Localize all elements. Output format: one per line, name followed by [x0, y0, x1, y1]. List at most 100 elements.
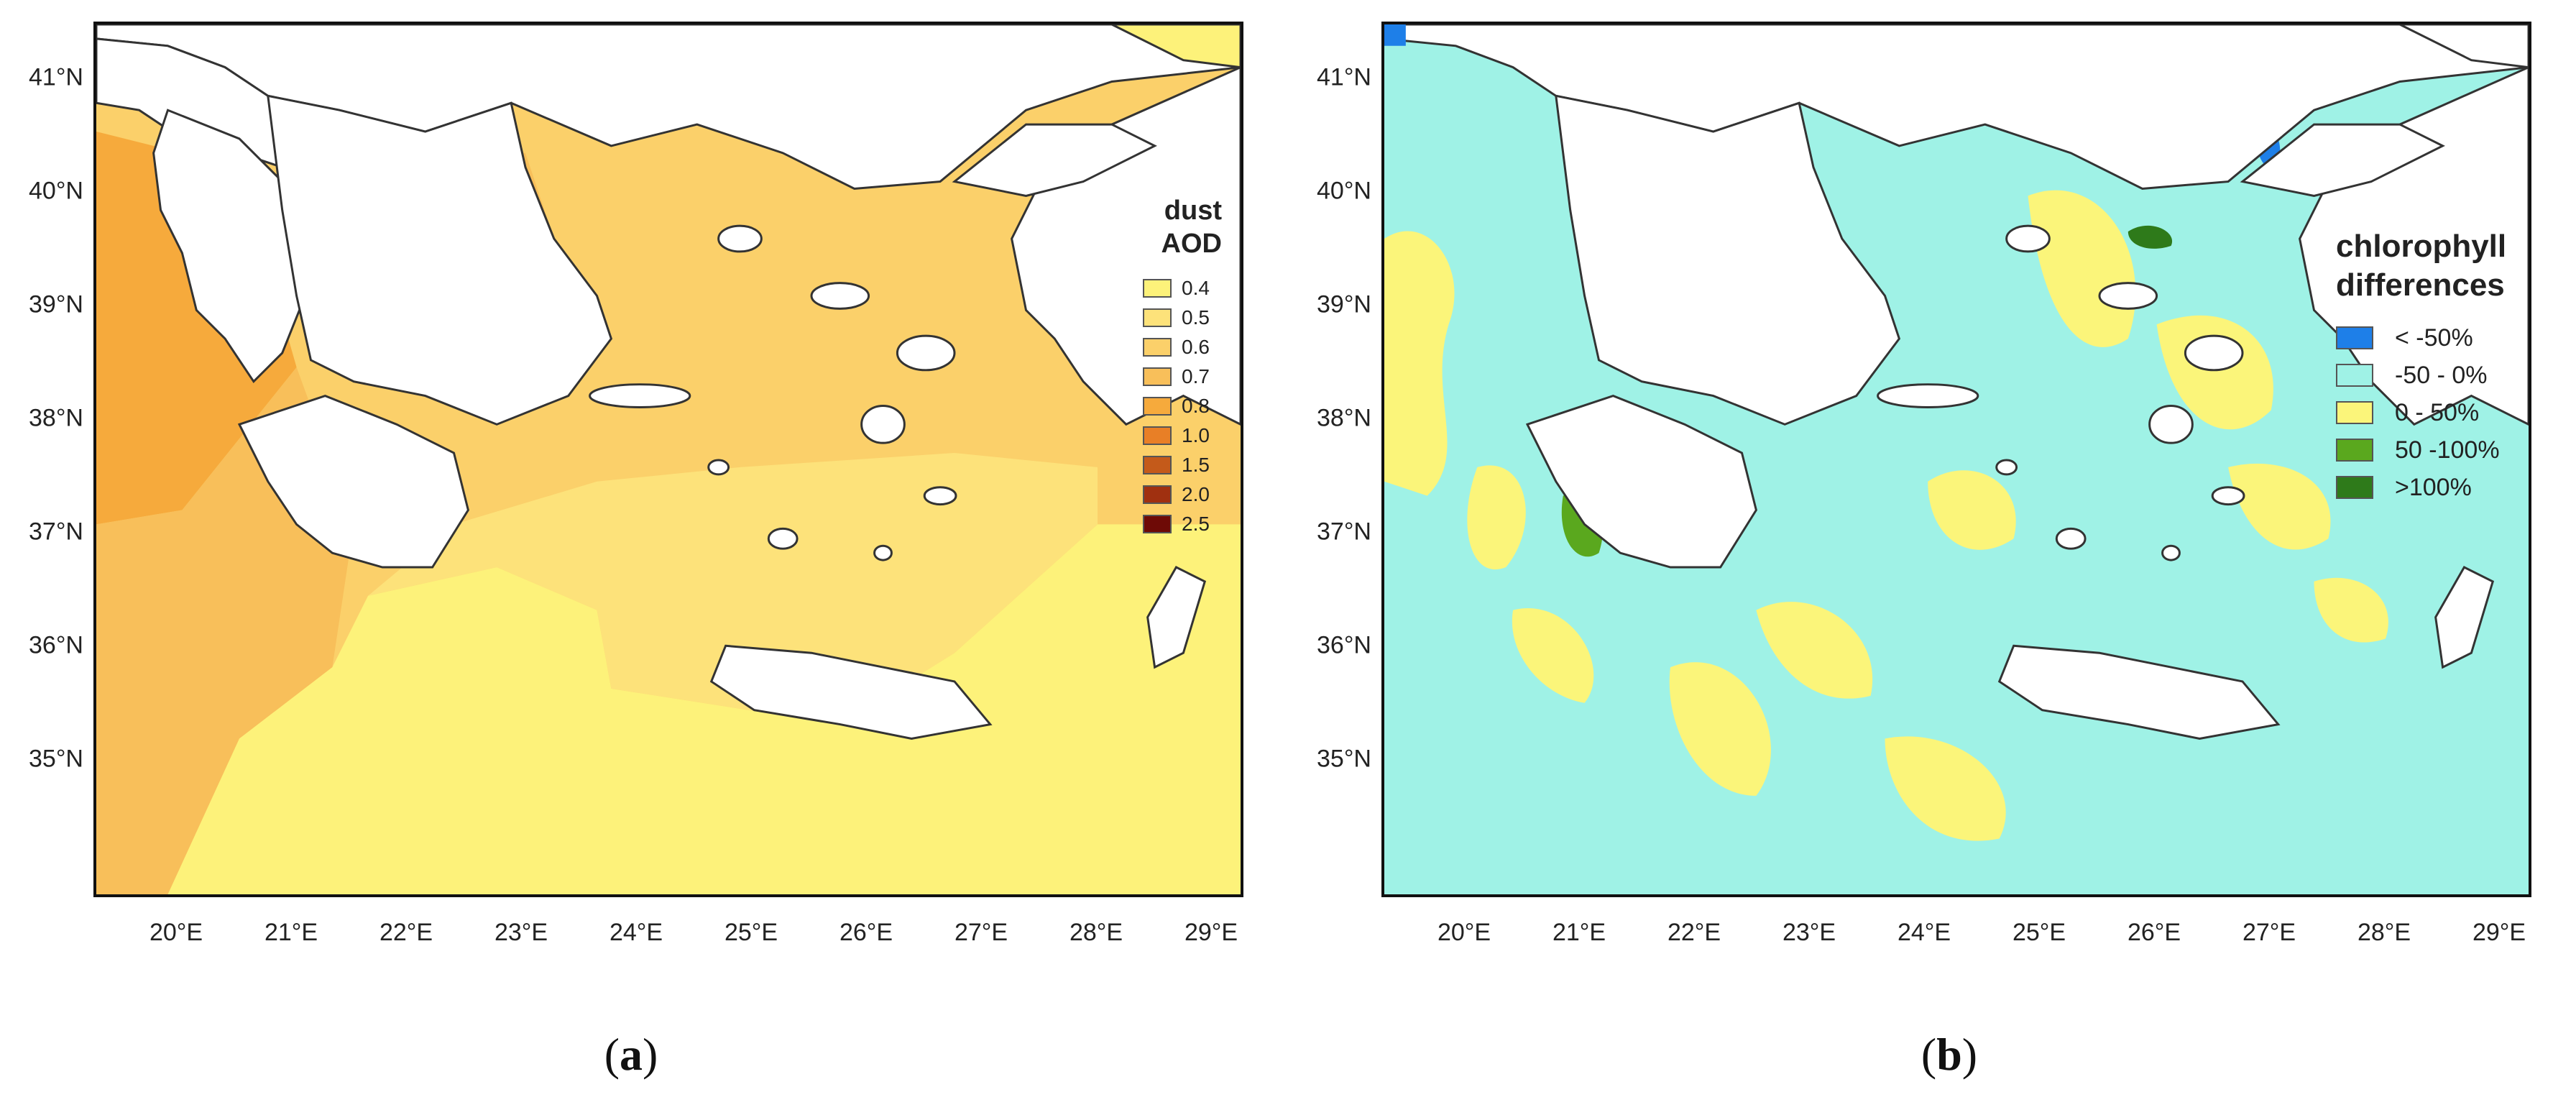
panel-label-b: (b) [1920, 1029, 1978, 1080]
lon-tick-label: 27°E [954, 919, 1008, 946]
lon-tick-label: 28°E [2357, 919, 2411, 946]
aod-legend-item: 0.6 [1143, 332, 1222, 362]
island-kos [2161, 544, 2181, 561]
legend-swatch [1143, 514, 1172, 533]
lon-tick-label: 27°E [2242, 919, 2296, 946]
chl-legend-item: -50 - 0% [2336, 357, 2506, 394]
legend-swatch [1143, 278, 1172, 298]
chl-zone-0-50 [1928, 470, 2016, 550]
legend-swatch [1143, 485, 1172, 504]
island-evia [589, 383, 691, 408]
land-balkans [1384, 24, 2529, 191]
lon-tick-label: 20°E [1437, 919, 1491, 946]
lat-tick-label: 40°N [29, 177, 83, 205]
lon-tick-label: 29°E [2472, 919, 2526, 946]
chlorophyll-legend: chlorophyll differences < -50% -50 - 0% 0 … [2336, 227, 2506, 506]
legend-label: 0.7 [1182, 364, 1210, 387]
island-andros [707, 459, 730, 476]
chl-zone-0-50 [1467, 465, 1526, 570]
chl-zone-0-50 [1512, 608, 1594, 703]
island-kos [873, 544, 893, 561]
legend-swatch [2336, 326, 2373, 349]
lat-tick-label: 41°N [1317, 63, 1371, 91]
lon-tick-label: 23°E [494, 919, 548, 946]
lon-tick-label: 22°E [379, 919, 433, 946]
legend-swatch [1143, 308, 1172, 327]
island-limnos [810, 282, 870, 310]
aod-legend-item: 2.0 [1143, 480, 1222, 509]
island-naxos [2055, 527, 2087, 550]
lat-tick-label: 39°N [29, 290, 83, 318]
land-mainland-greece [267, 94, 613, 426]
legend-swatch [1143, 337, 1172, 357]
legend-title: AOD [1161, 229, 1222, 259]
lon-tick-label: 26°E [2127, 919, 2181, 946]
lon-tick-label: 25°E [724, 919, 778, 946]
aod-legend-item: 0.8 [1143, 391, 1222, 421]
chl-legend-item: >100% [2336, 469, 2506, 506]
lon-tick-label: 28°E [1069, 919, 1123, 946]
legend-label: 0 - 50% [2395, 398, 2480, 426]
land-crete [709, 644, 993, 740]
island-lesvos [896, 334, 956, 372]
dust-aod-map [93, 22, 1243, 897]
lon-tick-label: 21°E [264, 919, 318, 946]
legend-swatch [1143, 396, 1172, 416]
lat-tick-label: 37°N [1317, 518, 1371, 546]
land-peloponnese [1525, 394, 1758, 569]
lat-tick-label: 39°N [1317, 290, 1371, 318]
lon-tick-label: 26°E [839, 919, 893, 946]
island-lesvos [2184, 334, 2244, 372]
island-samos [2211, 486, 2245, 506]
land-rhodes [1146, 566, 1207, 669]
aod-legend-item: 1.0 [1143, 421, 1222, 450]
aod-zone-0.4 [167, 524, 1241, 894]
legend-label: -50 - 0% [2395, 361, 2488, 389]
legend-title: dust [1164, 196, 1222, 226]
island-limnos [2098, 282, 2158, 310]
chl-zone-under-50 [1384, 24, 1406, 46]
legend-title: chlorophyll [2336, 229, 2507, 264]
island-samos [923, 486, 957, 506]
lon-tick-label: 22°E [1667, 919, 1721, 946]
panel-label-a: (a) [604, 1029, 658, 1080]
chl-zone-0-50 [2228, 463, 2331, 550]
aod-legend-item: 0.7 [1143, 362, 1222, 391]
island-andros [1995, 459, 2018, 476]
legend-title: differences [2336, 267, 2505, 303]
chl-legend-item: 0 - 50% [2336, 394, 2506, 431]
chl-legend-item: < -50% [2336, 319, 2506, 357]
lat-tick-label: 41°N [29, 63, 83, 91]
island-thasos [2005, 224, 2051, 253]
land-rhodes [2434, 566, 2495, 669]
aod-legend-item: 0.5 [1143, 303, 1222, 332]
lat-tick-label: 37°N [29, 518, 83, 546]
island-thasos [717, 224, 763, 253]
lat-tick-label: 40°N [1317, 177, 1371, 205]
legend-swatch [2336, 364, 2373, 387]
aod-legend-item: 0.4 [1143, 273, 1222, 303]
chl-zone-0-50 [2156, 315, 2273, 430]
dust-aod-legend: dust AOD 0.4 0.5 0.6 0.7 0.8 1.0 1.5 2.0 2.5 [1143, 194, 1222, 538]
chl-zone-0-50 [1669, 662, 1771, 796]
legend-swatch [1143, 455, 1172, 474]
lat-tick-label: 38°N [1317, 404, 1371, 432]
chl-zone-0-50 [1384, 231, 1455, 496]
legend-label: >100% [2395, 473, 2472, 501]
legend-label: 50 -100% [2395, 436, 2500, 464]
lat-tick-label: 35°N [29, 745, 83, 773]
legend-swatch [1143, 426, 1172, 445]
land-peloponnese [237, 394, 470, 569]
panel-b: 41°N 40°N 39°N 38°N 37°N 36°N 35°N 20°E … [1288, 0, 2576, 1110]
chl-zone-0-50 [2314, 577, 2388, 643]
legend-label: < -50% [2395, 324, 2473, 352]
lat-tick-label: 36°N [29, 631, 83, 659]
legend-label: 0.5 [1182, 306, 1210, 329]
legend-swatch [2336, 476, 2373, 499]
legend-label: 0.8 [1182, 394, 1210, 417]
aod-legend-item: 1.5 [1143, 450, 1222, 480]
lon-tick-label: 21°E [1552, 919, 1606, 946]
lon-tick-label: 20°E [149, 919, 203, 946]
chl-zone-0-50 [1756, 602, 1873, 699]
land-mainland-greece [1555, 94, 1901, 426]
